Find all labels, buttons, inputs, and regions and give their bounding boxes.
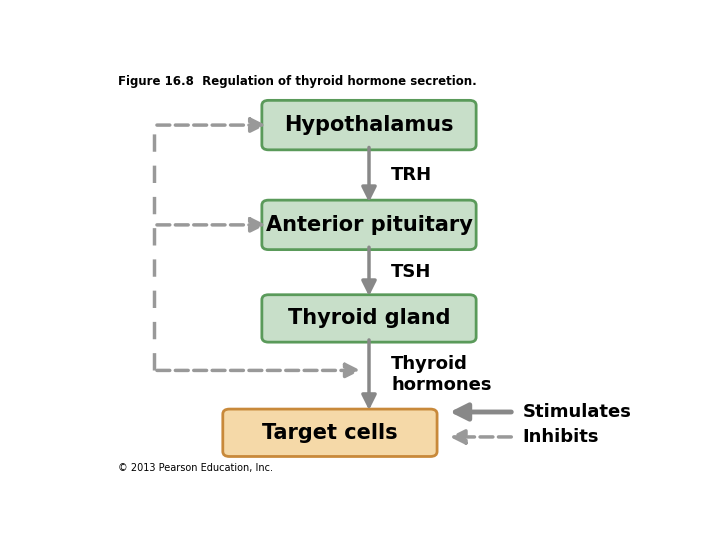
Text: © 2013 Pearson Education, Inc.: © 2013 Pearson Education, Inc. [118, 463, 273, 473]
Text: Stimulates: Stimulates [523, 403, 631, 421]
Text: TSH: TSH [392, 263, 432, 281]
FancyBboxPatch shape [222, 409, 437, 456]
Text: TRH: TRH [392, 166, 433, 184]
Text: Hypothalamus: Hypothalamus [284, 115, 454, 135]
Text: Thyroid
hormones: Thyroid hormones [392, 355, 492, 394]
Text: Target cells: Target cells [262, 423, 397, 443]
Text: Anterior pituitary: Anterior pituitary [266, 215, 472, 235]
Text: Inhibits: Inhibits [523, 428, 599, 446]
Text: Thyroid gland: Thyroid gland [288, 308, 450, 328]
FancyBboxPatch shape [262, 295, 476, 342]
Text: Figure 16.8  Regulation of thyroid hormone secretion.: Figure 16.8 Regulation of thyroid hormon… [118, 75, 477, 88]
FancyBboxPatch shape [262, 100, 476, 150]
FancyBboxPatch shape [262, 200, 476, 249]
